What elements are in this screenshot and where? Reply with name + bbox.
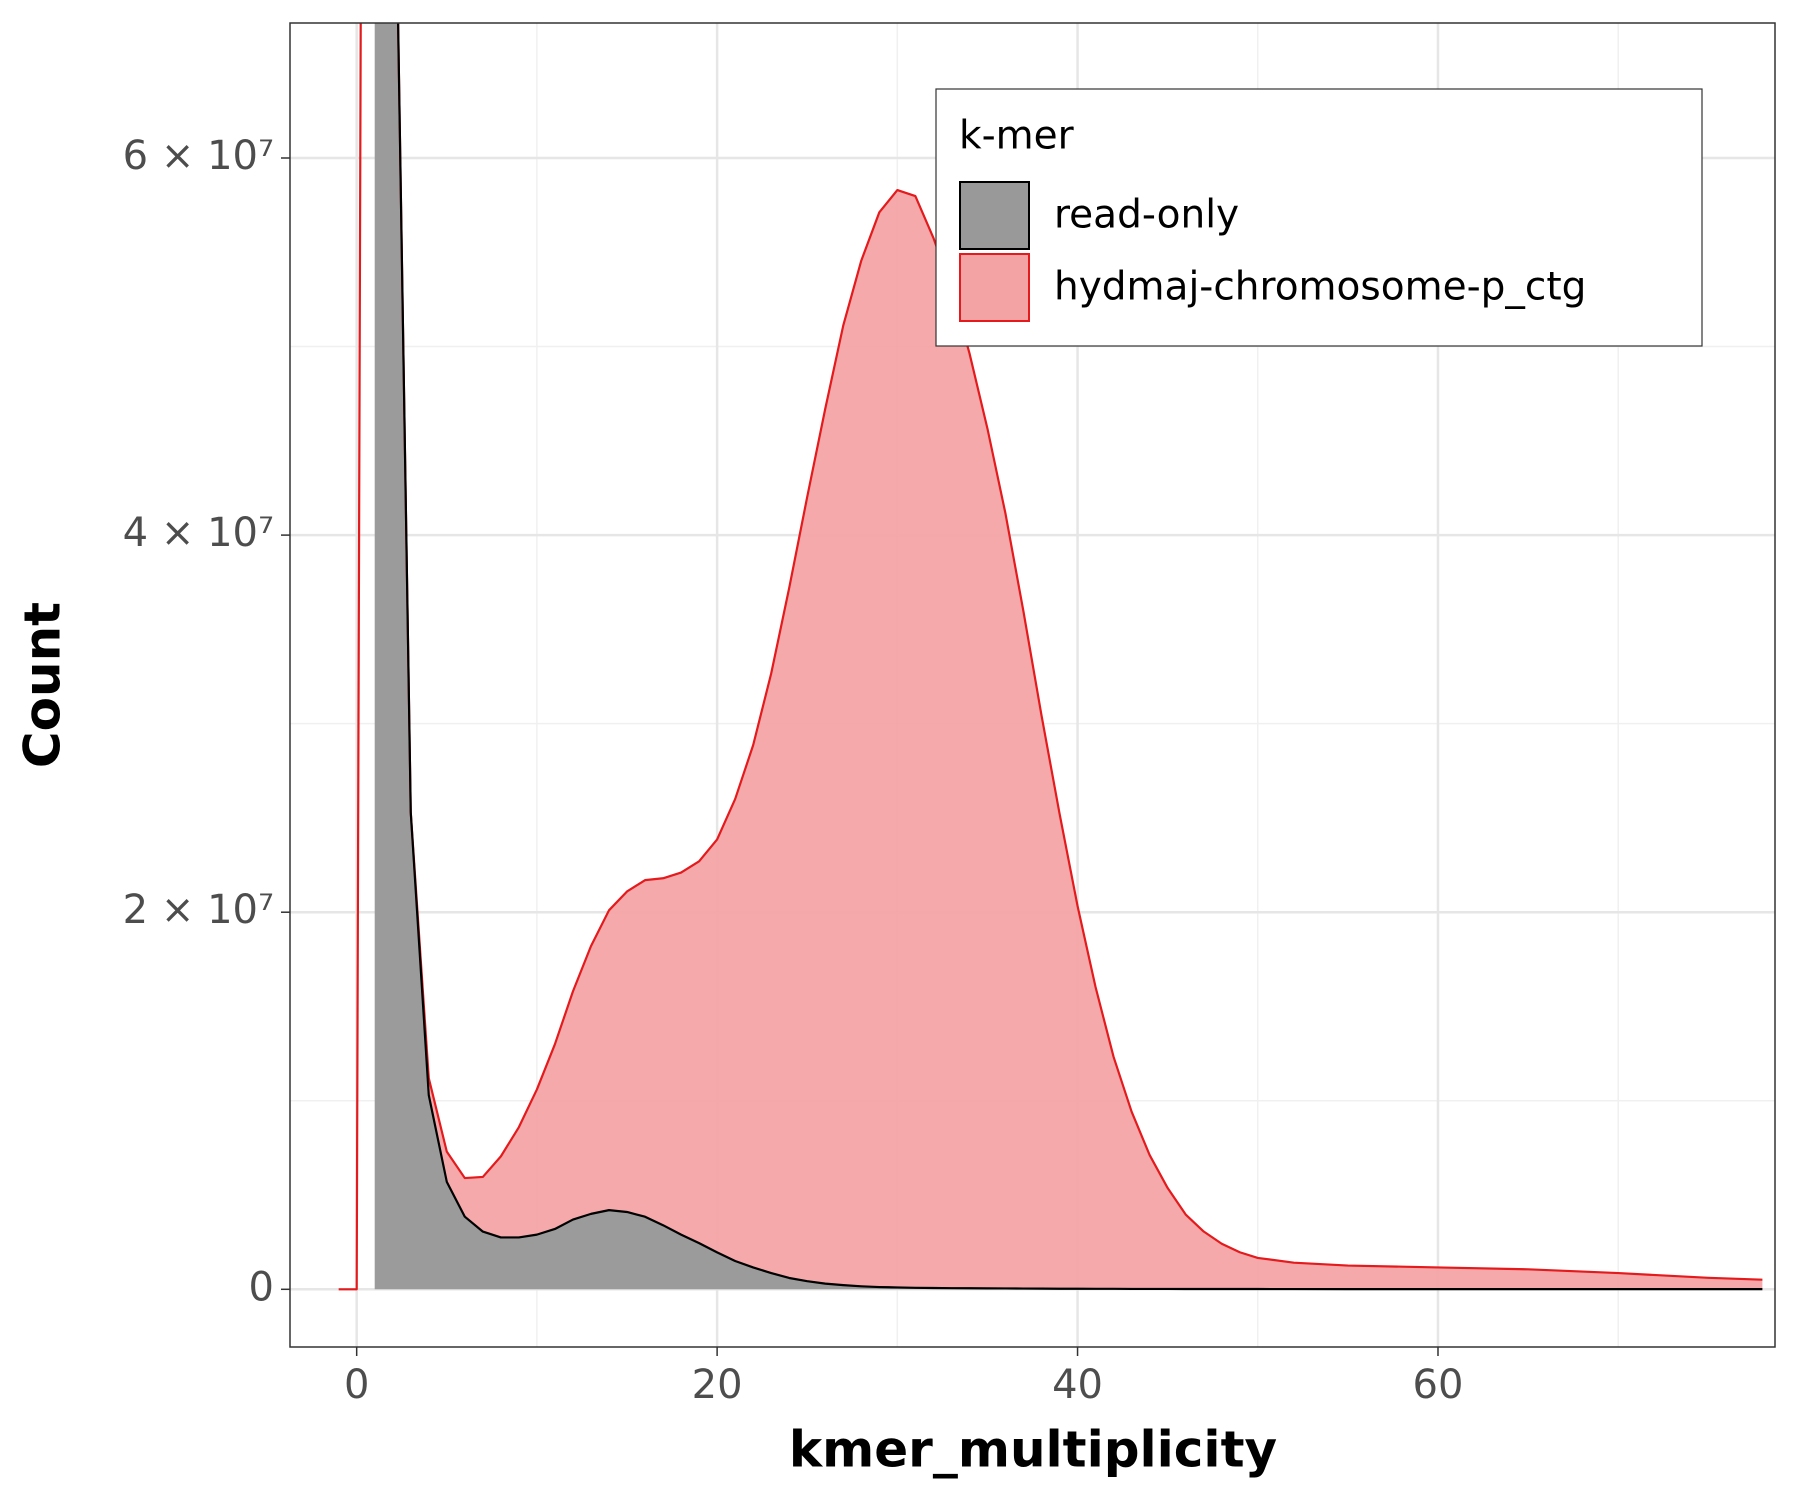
legend-key [959, 253, 1030, 322]
x-tick-label: 40 [1052, 1362, 1103, 1408]
x-tick-label: 0 [344, 1362, 369, 1408]
legend-label: hydmaj-chromosome-p_ctg [1054, 265, 1586, 310]
plot-area [338, 23, 1763, 1291]
y-tick-label: 0 [249, 1264, 274, 1310]
legend-title: k-mer [959, 114, 1075, 159]
area [338, 23, 1763, 1290]
legend-key [959, 181, 1030, 250]
y-tick-label: 6 × 10⁷ [123, 133, 274, 179]
legend-box [935, 88, 1703, 347]
area-outline [397, 23, 1763, 1291]
legend: k-mer read-only hydmaj-chromosome-p_ctg [935, 88, 1703, 347]
area-outline [338, 23, 1763, 1291]
x-axis-title: kmer_multiplicity [789, 1421, 1277, 1479]
legend-label: read-only [1054, 193, 1239, 238]
x-tick-label: 60 [1413, 1362, 1464, 1408]
x-tick-label: 20 [692, 1362, 743, 1408]
axes: 0 2 × 10⁷ 4 × 10⁷ 6 × 10⁷ 0 20 40 60 [123, 133, 1464, 1408]
y-axis-title: Count [14, 602, 72, 768]
y-tick-label: 4 × 10⁷ [123, 510, 274, 556]
y-tick-label: 2 × 10⁷ [123, 887, 274, 933]
panel-border [289, 22, 1776, 1348]
